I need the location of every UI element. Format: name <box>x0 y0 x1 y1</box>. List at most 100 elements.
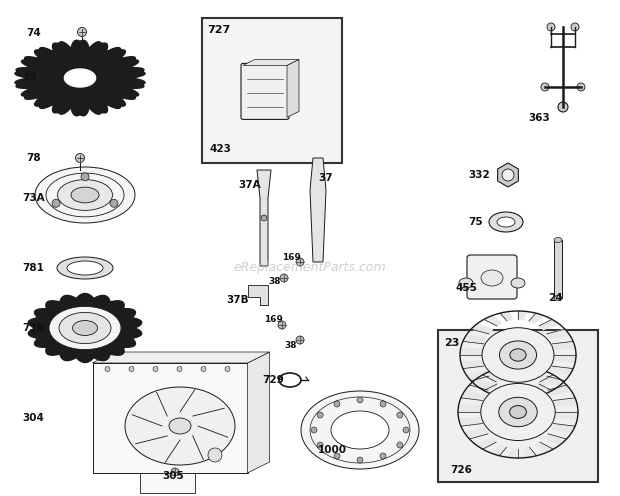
Circle shape <box>577 83 585 91</box>
Polygon shape <box>518 311 527 319</box>
Circle shape <box>317 442 323 448</box>
Polygon shape <box>544 434 567 444</box>
Text: eReplacementParts.com: eReplacementParts.com <box>234 261 386 274</box>
Polygon shape <box>461 391 485 400</box>
Bar <box>140 473 195 493</box>
Ellipse shape <box>554 296 562 301</box>
FancyBboxPatch shape <box>467 255 517 299</box>
Polygon shape <box>310 158 326 262</box>
Bar <box>92 363 247 473</box>
Text: 332: 332 <box>468 170 490 180</box>
Polygon shape <box>547 329 570 339</box>
Polygon shape <box>287 60 299 118</box>
Circle shape <box>317 412 323 418</box>
Ellipse shape <box>301 391 419 469</box>
Circle shape <box>296 336 304 344</box>
Ellipse shape <box>310 397 410 463</box>
Text: 37: 37 <box>318 173 332 183</box>
Polygon shape <box>529 313 544 323</box>
Ellipse shape <box>58 180 112 210</box>
Polygon shape <box>509 390 518 399</box>
Text: 38: 38 <box>284 340 296 350</box>
Ellipse shape <box>125 387 235 465</box>
Circle shape <box>278 321 286 329</box>
Polygon shape <box>460 348 482 355</box>
Text: 73B: 73B <box>22 323 45 333</box>
Text: 169: 169 <box>264 315 283 324</box>
Text: 304: 304 <box>22 413 44 423</box>
Ellipse shape <box>482 328 554 382</box>
Text: 455: 455 <box>455 283 477 293</box>
Polygon shape <box>62 67 98 88</box>
Polygon shape <box>524 389 536 398</box>
Circle shape <box>397 412 403 418</box>
Ellipse shape <box>497 217 515 227</box>
Polygon shape <box>461 361 484 369</box>
Text: 781: 781 <box>22 263 44 273</box>
Text: 38: 38 <box>268 277 280 287</box>
Polygon shape <box>248 285 268 305</box>
Bar <box>202 18 342 163</box>
Ellipse shape <box>67 261 103 275</box>
Ellipse shape <box>499 397 537 427</box>
Polygon shape <box>471 324 492 334</box>
Circle shape <box>201 367 206 372</box>
Circle shape <box>403 427 409 433</box>
Polygon shape <box>555 412 578 419</box>
Polygon shape <box>464 429 488 439</box>
Polygon shape <box>554 355 576 362</box>
Circle shape <box>153 367 158 372</box>
Text: 729: 729 <box>262 375 284 385</box>
Text: 1000: 1000 <box>318 445 347 455</box>
Text: 23: 23 <box>444 338 459 348</box>
Ellipse shape <box>481 270 503 286</box>
Ellipse shape <box>511 278 525 288</box>
Text: 37B: 37B <box>226 295 249 305</box>
Ellipse shape <box>35 167 135 223</box>
Text: 726: 726 <box>450 465 472 475</box>
Circle shape <box>541 83 549 91</box>
Polygon shape <box>53 62 107 94</box>
Polygon shape <box>476 438 496 449</box>
Text: 73A: 73A <box>22 193 45 203</box>
Text: 37A: 37A <box>238 180 260 190</box>
Polygon shape <box>554 398 577 406</box>
Ellipse shape <box>46 173 124 217</box>
Circle shape <box>334 453 340 459</box>
Circle shape <box>357 457 363 463</box>
Polygon shape <box>29 294 142 363</box>
Polygon shape <box>64 69 95 87</box>
Polygon shape <box>483 371 501 382</box>
Polygon shape <box>498 163 518 187</box>
Circle shape <box>397 442 403 448</box>
Ellipse shape <box>57 257 113 279</box>
Polygon shape <box>508 449 518 458</box>
Polygon shape <box>491 445 507 456</box>
Polygon shape <box>477 380 497 390</box>
Text: 305: 305 <box>162 471 184 481</box>
Circle shape <box>311 427 317 433</box>
Text: 363: 363 <box>528 113 550 123</box>
Polygon shape <box>92 352 270 363</box>
Polygon shape <box>539 319 559 329</box>
Circle shape <box>547 23 555 31</box>
Ellipse shape <box>49 307 121 350</box>
Circle shape <box>571 23 579 31</box>
Circle shape <box>81 173 89 181</box>
Circle shape <box>225 367 230 372</box>
Circle shape <box>105 367 110 372</box>
Polygon shape <box>543 376 565 386</box>
Polygon shape <box>529 368 545 379</box>
Polygon shape <box>458 405 481 412</box>
Ellipse shape <box>510 406 526 419</box>
Ellipse shape <box>489 212 523 232</box>
Circle shape <box>280 274 288 282</box>
Polygon shape <box>500 367 512 376</box>
Ellipse shape <box>71 187 99 203</box>
Circle shape <box>380 401 386 407</box>
Polygon shape <box>492 387 507 397</box>
Polygon shape <box>551 424 575 433</box>
Circle shape <box>129 367 134 372</box>
Polygon shape <box>535 442 553 453</box>
Polygon shape <box>518 366 528 375</box>
